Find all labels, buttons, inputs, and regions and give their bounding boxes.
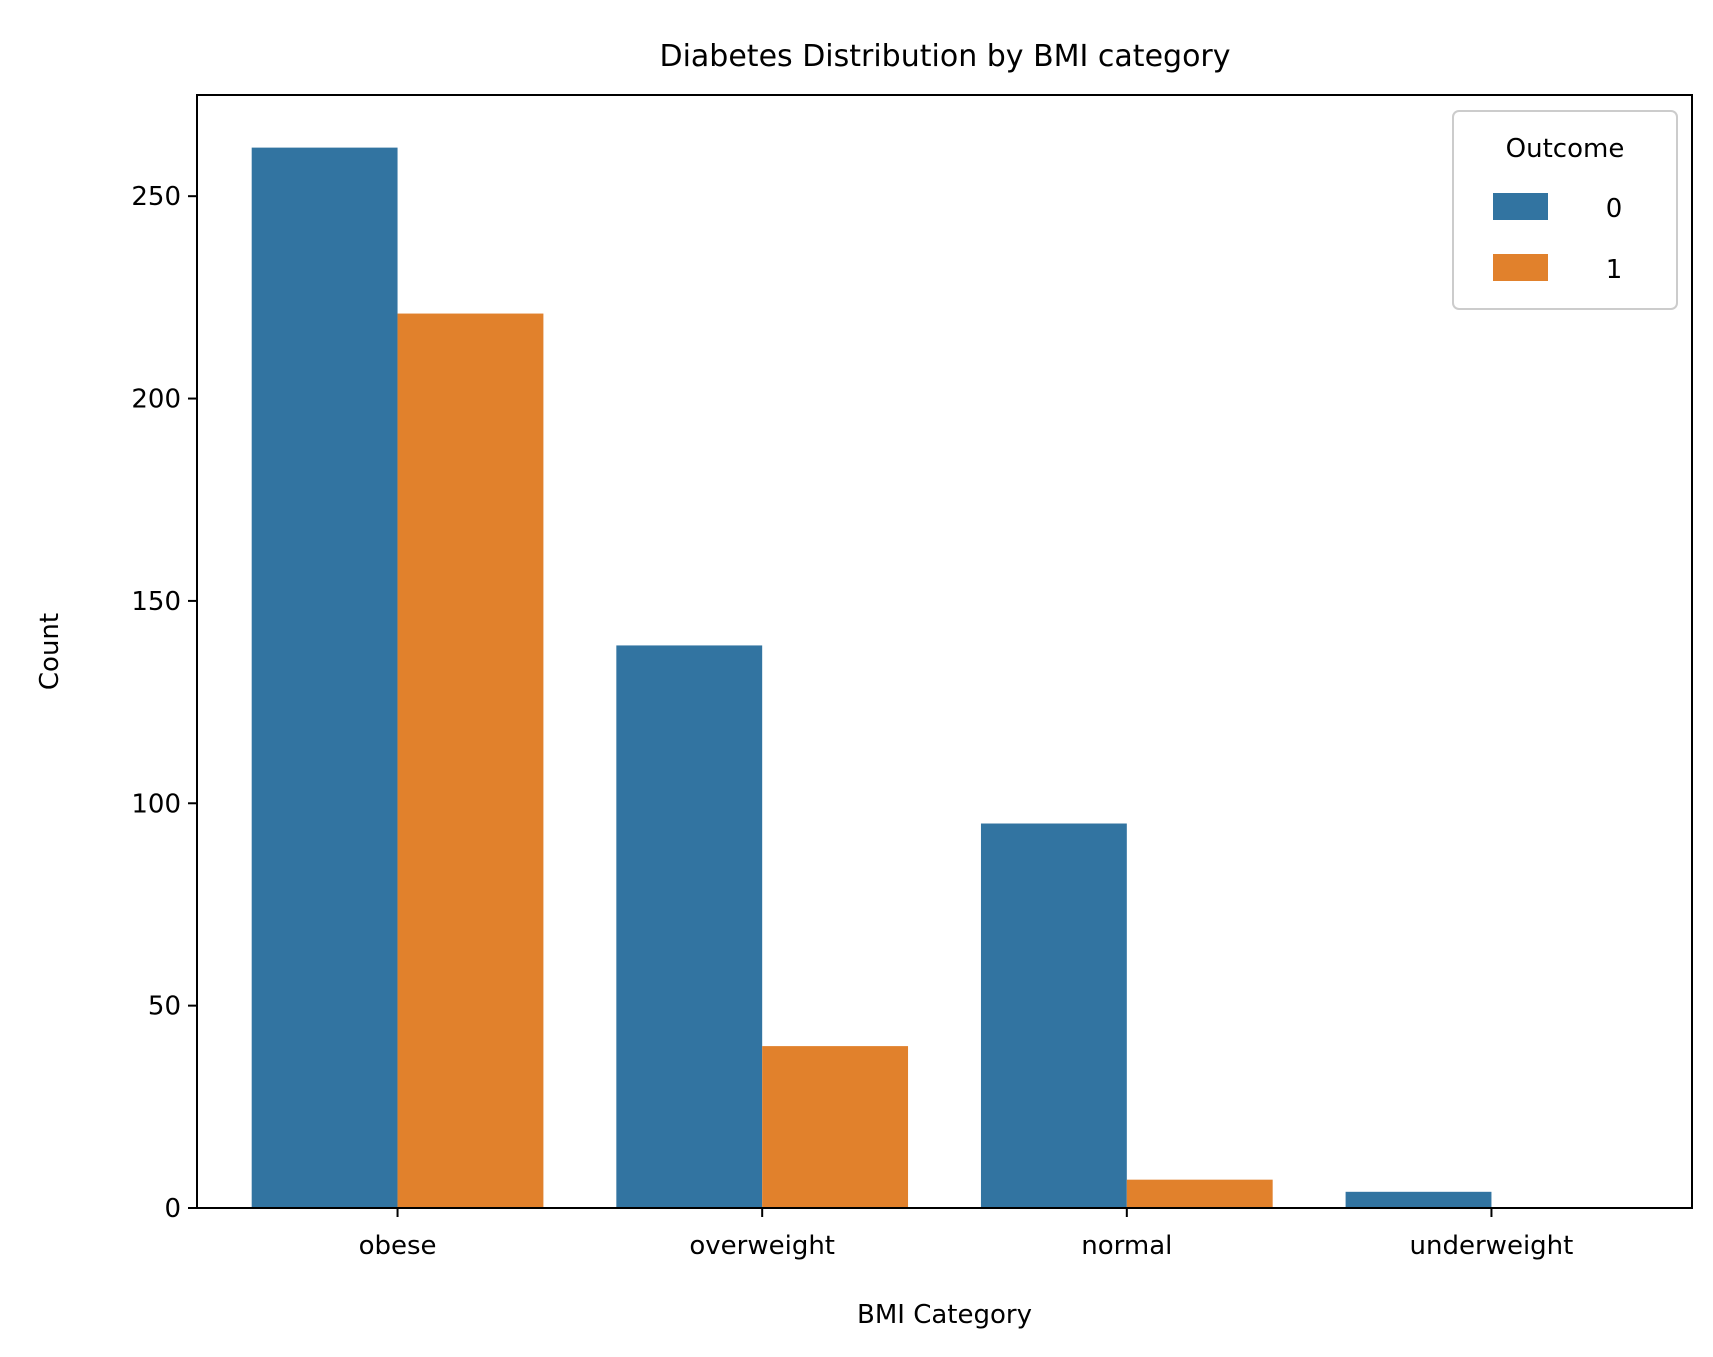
x-axis-label: BMI Category	[857, 1300, 1032, 1330]
x-tick-label: underweight	[1410, 1231, 1574, 1261]
x-tick-label: normal	[1081, 1231, 1172, 1261]
bars-group	[251, 147, 1492, 1209]
chart-title: Diabetes Distribution by BMI category	[659, 39, 1230, 74]
x-tick-label: obese	[359, 1231, 437, 1261]
bar-normal-outcome-0	[980, 823, 1127, 1208]
y-axis-label: Count	[35, 613, 65, 690]
legend-swatch-1	[1493, 254, 1548, 281]
bar-obese-outcome-0	[251, 147, 398, 1209]
bar-overweight-outcome-1	[762, 1046, 909, 1208]
legend-label-0: 0	[1606, 194, 1623, 224]
x-axis-ticks: obese overweight normal underweight	[359, 1208, 1574, 1261]
legend-title: Outcome	[1506, 134, 1625, 164]
x-tick-label: overweight	[689, 1231, 835, 1261]
y-tick-label: 0	[164, 1194, 181, 1224]
y-tick-label: 250	[131, 182, 181, 212]
y-tick-label: 50	[148, 992, 181, 1022]
bar-obese-outcome-1	[397, 313, 544, 1208]
bar-overweight-outcome-0	[616, 645, 763, 1208]
legend-entries: 01	[1493, 193, 1622, 285]
bar-underweight-outcome-0	[1345, 1191, 1492, 1208]
legend-label-1: 1	[1606, 255, 1623, 285]
plot-area-frame	[196, 94, 1693, 1209]
bar-normal-outcome-1	[1126, 1179, 1273, 1208]
y-tick-label: 150	[131, 587, 181, 617]
legend: Outcome 01	[1452, 110, 1678, 310]
legend-swatch-0	[1493, 193, 1548, 220]
y-tick-label: 200	[131, 385, 181, 415]
y-axis-ticks: 0 50 100 150 200 250	[131, 182, 197, 1224]
y-tick-label: 100	[131, 789, 181, 819]
